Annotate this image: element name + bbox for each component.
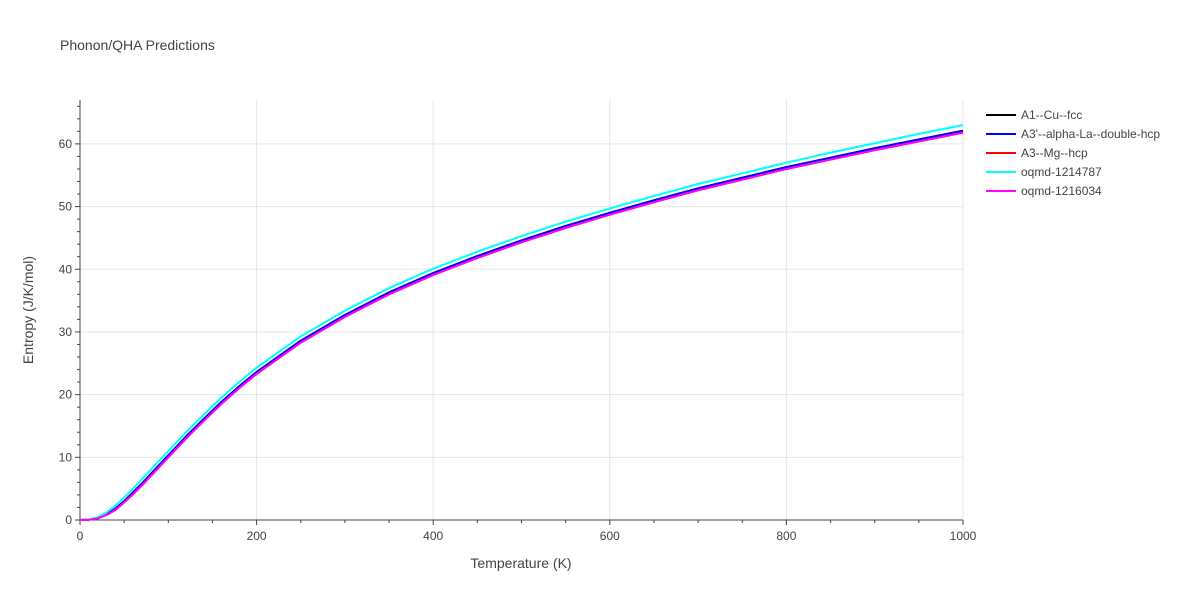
grid xyxy=(80,100,964,520)
series-lines xyxy=(79,124,964,521)
legend-item-0[interactable]: A1--Cu--fcc xyxy=(986,108,1082,122)
x-tick-label: 800 xyxy=(776,529,796,543)
series-line-4 xyxy=(79,131,964,521)
legend-label: A3'--alpha-La--double-hcp xyxy=(1021,127,1160,141)
y-tick-label: 60 xyxy=(59,137,73,151)
series-line-1 xyxy=(79,129,964,521)
y-tick-label: 10 xyxy=(59,450,73,464)
legend-label: oqmd-1214787 xyxy=(1021,165,1102,179)
legend-item-2[interactable]: A3--Mg--hcp xyxy=(986,146,1088,160)
legend-item-1[interactable]: A3'--alpha-La--double-hcp xyxy=(986,127,1160,141)
x-tick-label: 200 xyxy=(247,529,267,543)
legend-label: oqmd-1216034 xyxy=(1021,184,1102,198)
x-tick-label: 1000 xyxy=(950,529,977,543)
series-line-3 xyxy=(79,124,964,521)
legend-label: A1--Cu--fcc xyxy=(1021,108,1082,122)
legend-item-4[interactable]: oqmd-1216034 xyxy=(986,184,1102,198)
x-tick-label: 400 xyxy=(423,529,443,543)
legend-label: A3--Mg--hcp xyxy=(1021,146,1088,160)
y-axis-title: Entropy (J/K/mol) xyxy=(20,256,36,364)
y-tick-label: 50 xyxy=(59,200,73,214)
x-axis-title: Temperature (K) xyxy=(470,555,571,571)
y-tick-label: 40 xyxy=(59,262,73,276)
series-line-0 xyxy=(79,129,964,521)
series-line-2 xyxy=(79,131,964,521)
x-tick-label: 0 xyxy=(77,529,84,543)
legend-item-3[interactable]: oqmd-1214787 xyxy=(986,165,1102,179)
legend[interactable]: A1--Cu--fcc A3'--alpha-La--double-hcp A3--… xyxy=(986,108,1160,198)
y-tick-labels: 0 10 20 30 40 50 60 xyxy=(59,105,80,527)
y-tick-label: 30 xyxy=(59,325,73,339)
x-tick-labels: 0 200 400 600 800 1000 xyxy=(77,520,977,543)
y-tick-label: 20 xyxy=(59,388,73,402)
y-tick-label: 0 xyxy=(65,513,72,527)
x-tick-label: 600 xyxy=(600,529,620,543)
chart-title: Phonon/QHA Predictions xyxy=(60,37,215,53)
